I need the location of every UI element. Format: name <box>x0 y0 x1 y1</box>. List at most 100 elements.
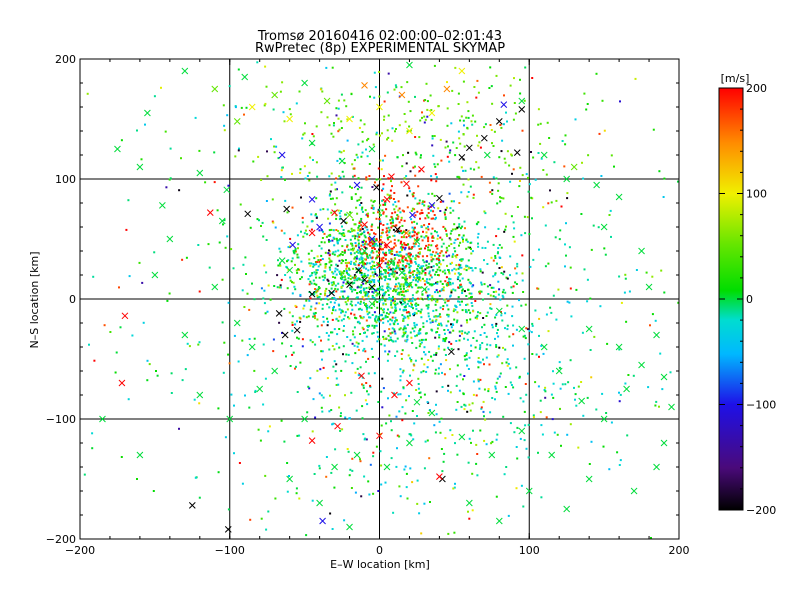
data-point <box>363 261 365 264</box>
data-point <box>365 176 368 179</box>
data-point <box>386 282 389 285</box>
data-point <box>458 244 460 247</box>
data-point <box>296 336 298 339</box>
data-point <box>422 370 425 373</box>
data-point <box>467 278 470 281</box>
data-point <box>506 150 509 153</box>
data-point <box>362 384 365 387</box>
data-point <box>411 231 414 234</box>
data-point <box>279 263 281 266</box>
data-point <box>389 222 392 225</box>
data-point <box>469 409 472 412</box>
data-point <box>434 336 437 339</box>
data-point <box>382 183 385 186</box>
data-point <box>406 315 409 318</box>
data-point <box>377 316 380 318</box>
data-point <box>373 296 376 299</box>
data-point <box>181 379 184 382</box>
data-point <box>316 290 319 292</box>
data-point <box>428 294 431 297</box>
data-point <box>394 316 397 319</box>
data-point <box>283 232 286 235</box>
data-point <box>114 371 117 374</box>
data-point <box>439 363 442 366</box>
data-point-x-marker <box>114 145 121 153</box>
data-point <box>345 271 348 274</box>
data-point <box>379 450 382 453</box>
data-point-x-marker <box>181 331 189 339</box>
data-point <box>367 269 370 272</box>
data-point <box>603 247 606 250</box>
data-point <box>417 231 420 234</box>
data-point <box>264 377 267 380</box>
data-point <box>509 381 512 384</box>
data-point <box>618 464 621 466</box>
data-point <box>446 155 449 158</box>
data-point <box>291 281 293 284</box>
data-point <box>565 222 567 225</box>
data-point <box>463 375 466 377</box>
data-point <box>227 508 230 511</box>
data-point <box>142 321 145 324</box>
data-point <box>367 137 370 140</box>
data-point <box>342 296 345 299</box>
data-point <box>359 271 361 274</box>
data-point <box>360 224 363 227</box>
data-point <box>297 243 300 246</box>
data-point <box>335 273 338 276</box>
data-point <box>397 215 400 218</box>
data-point <box>444 272 447 275</box>
data-point <box>509 274 511 277</box>
data-point <box>417 265 420 268</box>
data-point <box>463 355 466 358</box>
data-point <box>335 229 338 231</box>
data-point <box>406 298 409 301</box>
data-point <box>411 255 414 258</box>
data-point <box>296 434 299 437</box>
data-point <box>381 377 384 380</box>
data-point <box>224 246 227 249</box>
data-point <box>315 302 318 305</box>
data-point <box>389 332 392 335</box>
data-point <box>455 264 458 267</box>
data-point <box>280 278 283 281</box>
data-point <box>405 236 408 239</box>
data-point <box>222 223 224 226</box>
data-point <box>394 285 397 288</box>
data-point <box>542 206 545 209</box>
data-point <box>419 251 421 254</box>
data-point <box>583 268 586 271</box>
data-point <box>418 271 421 274</box>
data-point <box>328 291 331 294</box>
data-point <box>318 287 321 290</box>
data-point <box>382 292 385 295</box>
data-point <box>365 263 368 266</box>
data-point <box>375 445 378 448</box>
data-point <box>408 246 411 249</box>
data-point <box>605 412 608 414</box>
data-point <box>582 177 585 180</box>
data-point <box>412 242 415 245</box>
data-point <box>420 341 423 344</box>
data-point <box>520 484 523 487</box>
data-point <box>382 187 385 190</box>
data-point <box>437 324 440 326</box>
data-point <box>459 227 462 230</box>
data-point-x-marker <box>406 61 413 69</box>
data-point <box>434 254 436 257</box>
data-point <box>392 219 394 222</box>
data-point <box>332 281 335 284</box>
data-point <box>349 281 352 284</box>
data-point <box>415 302 418 305</box>
data-point <box>447 145 449 148</box>
data-point <box>361 258 363 261</box>
data-point <box>395 278 397 281</box>
data-point <box>453 308 456 311</box>
data-point <box>458 334 461 337</box>
data-point <box>314 416 317 419</box>
data-point <box>469 185 472 188</box>
data-point <box>498 288 501 291</box>
data-point <box>482 358 484 361</box>
data-point <box>355 250 358 253</box>
data-point <box>420 209 423 212</box>
